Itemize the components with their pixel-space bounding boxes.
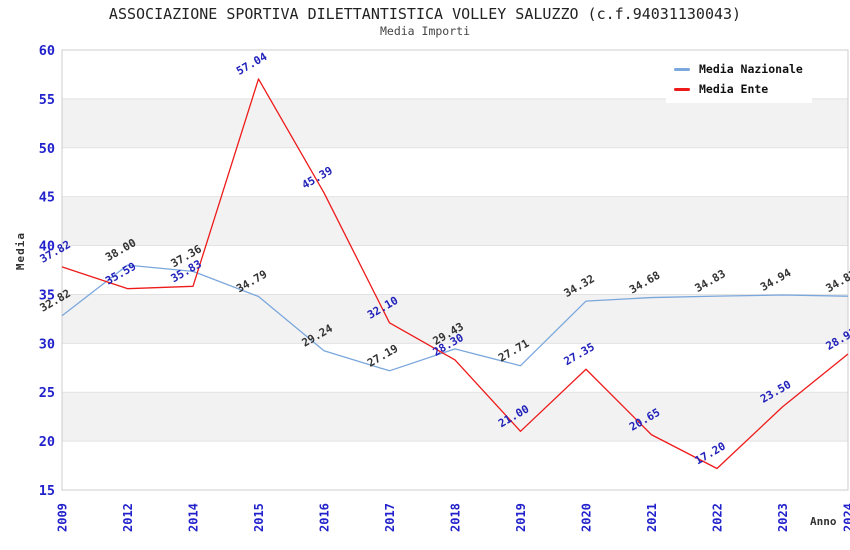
x-tick-label: 2024 (842, 503, 850, 532)
y-tick-label: 20 (39, 434, 55, 450)
y-tick-label: 50 (39, 141, 55, 157)
y-tick-label: 45 (39, 190, 55, 206)
y-tick-label: 25 (39, 385, 55, 401)
point-label-media-nazionale: 34.68 (627, 269, 662, 297)
point-label-media-ente: 35.59 (103, 260, 138, 288)
series-line-media-ente (61, 78, 849, 470)
x-tick-label: 2023 (776, 503, 790, 532)
x-tick-label: 2015 (252, 503, 266, 532)
legend-marker-ente-icon (674, 87, 690, 91)
x-tick-label: 2012 (121, 503, 135, 532)
legend: Media Nazionale Media Ente (666, 57, 812, 103)
x-axis-title: Anno (810, 515, 837, 528)
series-line-media-nazionale (61, 264, 849, 372)
x-tick-label: 2022 (711, 503, 725, 532)
chart-title: ASSOCIAZIONE SPORTIVA DILETTANTISTICA VO… (108, 5, 742, 23)
point-label-media-nazionale: 34.82 (824, 267, 850, 295)
x-tick-label: 2009 (56, 503, 70, 532)
point-label-media-ente: 45.39 (300, 164, 335, 192)
plot-band (62, 98, 848, 148)
y-tick-label: 30 (39, 336, 55, 352)
plot-border (61, 49, 849, 491)
point-label-media-nazionale: 34.83 (693, 267, 728, 295)
y-tick-label: 60 (39, 43, 55, 59)
legend-marker-nazionale-icon (674, 67, 690, 71)
x-tick-label: 2014 (187, 503, 201, 532)
point-label-media-ente: 57.04 (234, 50, 270, 78)
y-tick-label: 35 (39, 287, 55, 303)
x-tick-label: 2017 (383, 503, 397, 532)
x-tick-label: 2020 (580, 503, 594, 532)
x-tick-label: 2019 (514, 503, 528, 532)
y-tick-label: 15 (39, 483, 55, 499)
point-label-media-nazionale: 27.19 (365, 342, 400, 370)
plot-band (62, 196, 848, 246)
y-axis-title: Media (14, 232, 27, 271)
x-tick-label: 2021 (645, 503, 659, 532)
legend-label: Media Ente (699, 82, 769, 96)
y-tick-label: 40 (39, 239, 55, 255)
legend-item-media-ente: Media Ente (674, 82, 812, 96)
chart-subtitle: Media Importi (379, 24, 470, 38)
x-tick-label: 2016 (318, 503, 332, 532)
point-label-media-nazionale: 34.79 (234, 268, 269, 296)
x-tick-label: 2018 (449, 503, 463, 532)
plot-band (62, 294, 848, 344)
y-tick-label: 55 (39, 92, 55, 108)
legend-item-media-nazionale: Media Nazionale (674, 62, 812, 76)
plot-band (62, 392, 848, 442)
legend-label: Media Nazionale (699, 62, 803, 76)
point-label-media-ente: 27.35 (562, 340, 597, 368)
point-label-media-nazionale: 34.94 (758, 266, 794, 294)
